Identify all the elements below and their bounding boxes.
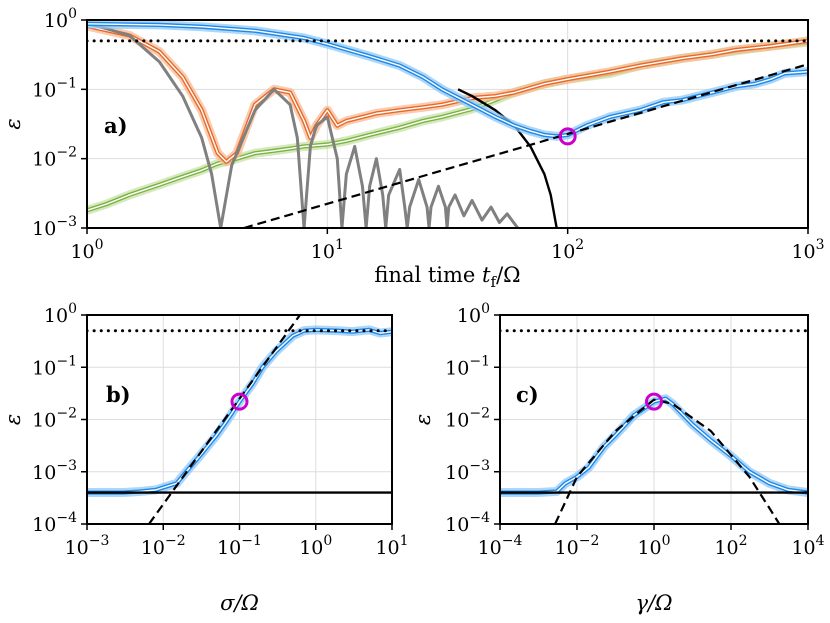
x-tick-label-b: 10−2 xyxy=(141,533,186,559)
y-axis-label-c: ε xyxy=(411,414,435,425)
panel-c: 10−4 10−2 100 102 104 10−4 10−3 10−2 10−1 100 c) ε γ… xyxy=(411,301,825,615)
y-tick-label-b: 100 xyxy=(44,301,77,327)
x-tick-label-c: 102 xyxy=(714,533,747,559)
x-tick-label-b: 100 xyxy=(299,533,332,559)
y-tick-label-b: 10−1 xyxy=(32,353,77,379)
y-tick-label-a: 10−3 xyxy=(32,214,77,240)
series-black-decay-a xyxy=(457,88,558,228)
axes-frame-a xyxy=(86,19,809,229)
series-blue-b xyxy=(87,325,392,498)
panel-a: 100 101 102 103 10−3 10−2 10−1 100 a) ε final time… xyxy=(1,6,825,291)
y-tick-label-c: 10−4 xyxy=(445,510,490,536)
y-tick-label-a: 10−2 xyxy=(32,145,77,171)
y-tick-label-b: 10−4 xyxy=(32,510,77,536)
panel-b: 10−3 10−2 10−1 100 10110−410−310−210−1100b)ε… xyxy=(1,301,409,615)
y-tick-label-c: 100 xyxy=(457,301,490,327)
series-dashed-fit-c xyxy=(554,398,781,524)
highlight-marker-a xyxy=(558,127,577,146)
y-tick-label-a: 100 xyxy=(44,6,77,32)
y-axis-label-b: ε xyxy=(1,414,25,425)
panel-label-b: b) xyxy=(106,382,131,407)
series-gray-oscillation-a xyxy=(87,21,519,228)
x-tick-label-b: 101 xyxy=(375,533,408,559)
y-tick-label-b: 10−2 xyxy=(32,406,77,432)
x-tick-label-a: 103 xyxy=(791,237,824,263)
x-tick-label-c: 104 xyxy=(791,533,824,559)
x-tick-label-c: 100 xyxy=(637,533,670,559)
y-tick-label-c: 10−2 xyxy=(445,406,490,432)
y-tick-label-c: 10−1 xyxy=(445,353,490,379)
y-tick-label-c: 10−3 xyxy=(445,458,490,484)
y-tick-label-b: 10−3 xyxy=(32,458,77,484)
x-tick-label-c: 10−2 xyxy=(555,533,600,559)
x-tick-label-b: 10−1 xyxy=(217,533,262,559)
y-axis-label-a: ε xyxy=(1,118,25,129)
x-tick-label-b: 10−3 xyxy=(65,533,110,559)
panel-label-c: c) xyxy=(516,382,539,407)
x-tick-label-c: 10−4 xyxy=(478,533,523,559)
x-axis-label-c: γ/Ω xyxy=(635,591,672,615)
x-axis-label-b: σ/Ω xyxy=(220,591,259,615)
series-dashed-fit-b xyxy=(148,315,301,524)
series-blue-c xyxy=(500,394,808,498)
x-tick-label-a: 101 xyxy=(311,237,344,263)
x-axis-label-a: final time tf/Ω xyxy=(374,263,520,291)
highlight-marker-c xyxy=(645,392,663,411)
plot-area-a xyxy=(87,20,808,228)
highlight-marker-b xyxy=(230,392,249,411)
x-tick-label-a: 100 xyxy=(70,237,103,263)
plot-area-c xyxy=(500,329,808,524)
plot-area-b xyxy=(87,315,392,524)
series-orange-a xyxy=(87,21,808,167)
x-tick-label-a: 102 xyxy=(551,237,584,263)
panel-label-a: a) xyxy=(104,113,128,138)
y-tick-label-a: 10−1 xyxy=(32,75,77,101)
